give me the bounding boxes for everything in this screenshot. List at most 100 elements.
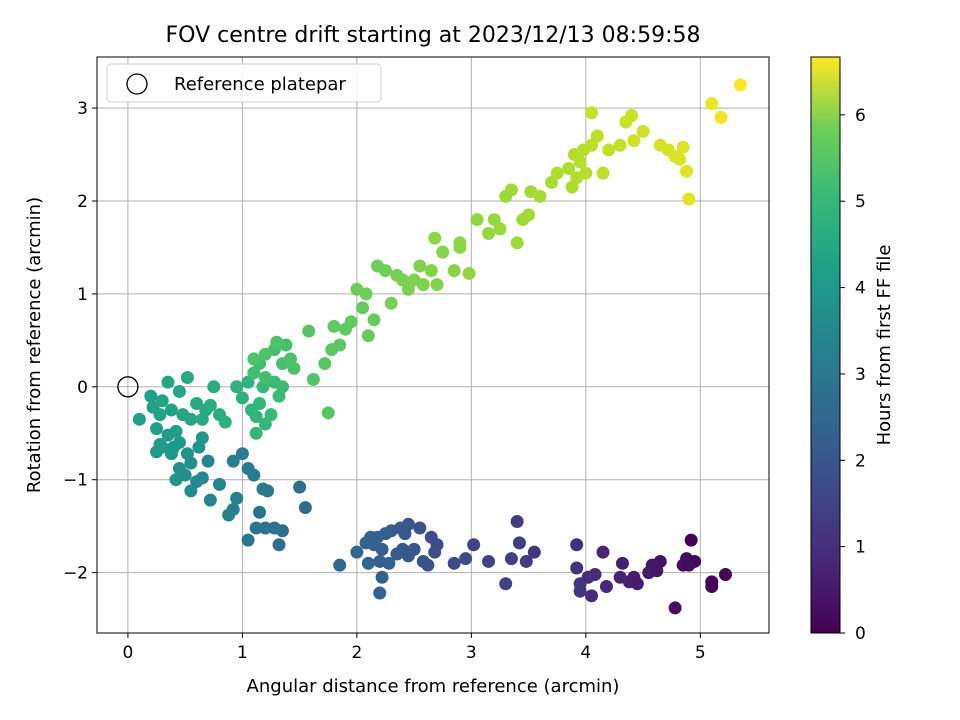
scatter-point — [585, 106, 599, 120]
scatter-point — [550, 166, 564, 180]
scatter-point — [270, 335, 284, 349]
x-tick-label: 1 — [237, 643, 248, 663]
scatter-point — [590, 129, 604, 143]
scatter-point — [682, 192, 696, 206]
scatter-point — [361, 329, 375, 343]
scatter-point — [275, 380, 289, 394]
scatter-point — [264, 408, 278, 422]
scatter-point — [212, 477, 226, 491]
scatter-point — [636, 124, 650, 138]
scatter-point — [482, 554, 496, 568]
scatter-point — [302, 324, 316, 338]
scatter-point — [333, 558, 347, 572]
scatter-point — [235, 391, 249, 405]
scatter-point — [150, 422, 164, 436]
scatter-point — [459, 552, 473, 566]
scatter-point — [155, 394, 169, 408]
colorbar: 0 1 2 3 4 5 6 Hours from first FF file — [810, 56, 895, 644]
scatter-point — [367, 313, 381, 327]
scatter-point — [361, 556, 375, 570]
scatter-point — [247, 352, 261, 366]
scatter-point — [180, 371, 194, 385]
scatter-point — [241, 462, 255, 476]
scatter-point — [207, 380, 221, 394]
scatter-point — [714, 110, 728, 124]
scatter-point — [218, 415, 232, 429]
scatter-point — [504, 552, 518, 566]
scatter-point — [350, 545, 364, 559]
scatter-point — [184, 484, 198, 498]
scatter-point — [230, 380, 244, 394]
scatter-point — [453, 236, 467, 250]
scatter-point — [378, 264, 392, 278]
scatter-point — [428, 231, 442, 245]
scatter-point — [573, 155, 587, 169]
scatter-point — [318, 357, 332, 371]
scatter-point — [153, 437, 167, 451]
scatter-point — [577, 143, 591, 157]
colorbar-ticks: 0 1 2 3 4 5 6 — [840, 106, 866, 644]
scatter-point — [164, 447, 178, 461]
scatter-point — [705, 580, 719, 594]
scatter-point — [613, 570, 627, 584]
colorbar-tick-label: 6 — [855, 106, 866, 126]
scatter-point — [190, 475, 204, 489]
y-tick-label: 3 — [77, 99, 88, 119]
scatter-point — [428, 545, 442, 559]
scatter-point — [447, 264, 461, 278]
scatter-point — [533, 189, 547, 203]
scatter-point — [249, 426, 263, 440]
y-tick-label: 2 — [77, 192, 88, 212]
scatter-point — [272, 538, 286, 552]
reference-marker-layer — [117, 376, 139, 398]
scatter-point — [705, 96, 719, 110]
scatter-point — [253, 397, 267, 411]
scatter-point — [169, 473, 183, 487]
scatter-point — [241, 533, 255, 547]
scatter-point — [287, 361, 301, 375]
scatter-point — [144, 389, 158, 403]
grid-lines — [97, 57, 769, 633]
reference-point-marker — [117, 376, 139, 398]
scatter-point — [249, 410, 263, 424]
scatter-point — [306, 372, 320, 386]
scatter-point — [267, 521, 281, 535]
colorbar-gradient — [810, 56, 841, 634]
scatter-point — [684, 533, 698, 547]
scatter-point — [249, 521, 263, 535]
scatter-point — [258, 521, 272, 535]
scatter-point — [253, 505, 267, 519]
scatter-point — [258, 371, 272, 385]
scatter-point — [718, 567, 732, 581]
scatter-point — [570, 561, 584, 575]
scatter-point — [344, 315, 358, 329]
scatter-point — [258, 417, 272, 431]
scatter-point — [510, 515, 524, 529]
scatter-point — [510, 236, 524, 250]
scatter-point — [384, 296, 398, 310]
scatter-point — [585, 589, 599, 603]
scatter-point — [733, 78, 747, 92]
scatter-point — [470, 213, 484, 227]
scatter-point — [504, 183, 518, 197]
scatter-point — [256, 482, 270, 496]
colorbar-tick-label: 0 — [855, 624, 866, 644]
scatter-point — [682, 558, 696, 572]
scatter-point — [668, 601, 682, 615]
scatter-point — [375, 570, 389, 584]
y-tick-label: −2 — [63, 564, 88, 584]
scatter-point — [235, 447, 249, 461]
scatter-point — [482, 227, 496, 241]
scatter-point — [467, 538, 481, 552]
scatter-point — [579, 166, 593, 180]
legend-reference-marker — [126, 73, 148, 95]
scatter-point — [184, 412, 198, 426]
scatter-point — [499, 577, 513, 591]
colorbar-tick-label: 2 — [855, 451, 866, 471]
chart-title: FOV centre drift starting at 2023/12/13 … — [166, 23, 701, 48]
scatter-point — [298, 501, 312, 515]
scatter-point — [356, 301, 370, 315]
scatter-point — [172, 384, 186, 398]
scatter-point — [519, 554, 533, 568]
scatter-point — [527, 545, 541, 559]
